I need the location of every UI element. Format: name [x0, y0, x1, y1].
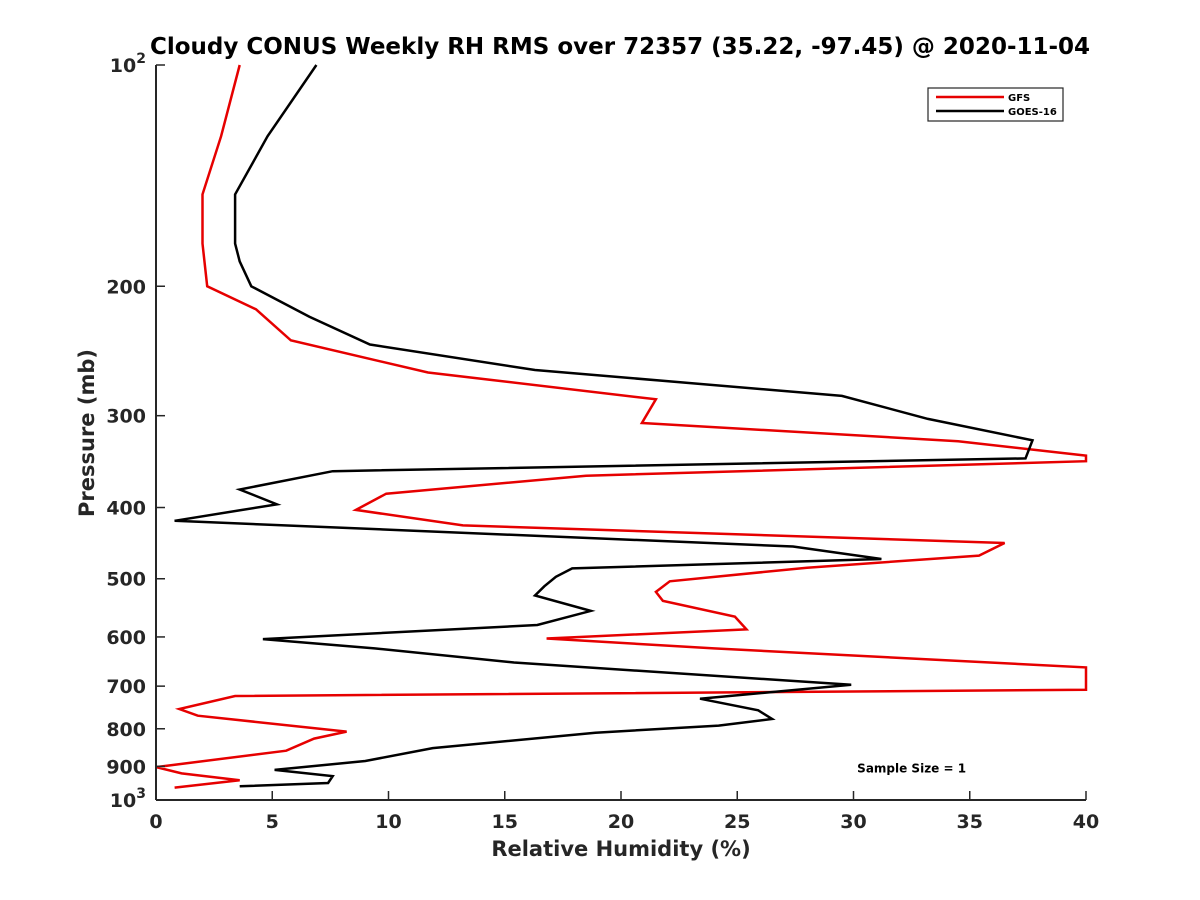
sample-size-annotation: Sample Size = 1 [857, 761, 966, 775]
series-layer [156, 64, 1088, 789]
y-tick-label: 200 [106, 276, 146, 298]
x-tick-label: 20 [608, 811, 634, 833]
x-axis-title: Relative Humidity (%) [491, 837, 750, 861]
y-tick-label: 500 [106, 569, 146, 591]
legend: GFS GOES-16 [927, 87, 1064, 122]
y-ticks: 102 200 300 400 500 600 700 800 900 103 [106, 51, 165, 812]
x-tick-label: 5 [266, 811, 279, 833]
x-tick-label: 40 [1073, 811, 1099, 833]
x-tick-label: 25 [724, 811, 750, 833]
y-tick-label: 400 [106, 498, 146, 520]
x-tick-label: 0 [149, 811, 162, 833]
x-tick-label: 35 [957, 811, 983, 833]
legend-box [927, 87, 1064, 122]
x-tick-label: 15 [492, 811, 518, 833]
y-tick-label: 103 [110, 786, 146, 812]
y-tick-label: 102 [110, 51, 146, 77]
series-line-gfs [156, 64, 1088, 789]
y-tick-label: 600 [106, 627, 146, 649]
y-tick-label: 800 [106, 719, 146, 741]
y-axis-title: Pressure (mb) [75, 349, 99, 517]
plot-area [156, 65, 1086, 800]
x-tick-label: 30 [840, 811, 866, 833]
x-tick-label: 10 [375, 811, 401, 833]
legend-label-goes16: GOES-16 [1008, 107, 1057, 118]
legend-label-gfs: GFS [1008, 93, 1030, 104]
y-tick-label: 700 [106, 676, 146, 698]
chart-title: Cloudy CONUS Weekly RH RMS over 72357 (3… [150, 34, 1090, 60]
y-tick-label: 300 [106, 406, 146, 428]
x-ticks: 0 5 10 15 20 25 30 35 40 [149, 791, 1099, 833]
series-line-goes16 [174, 64, 1035, 788]
y-tick-label: 900 [106, 756, 146, 778]
